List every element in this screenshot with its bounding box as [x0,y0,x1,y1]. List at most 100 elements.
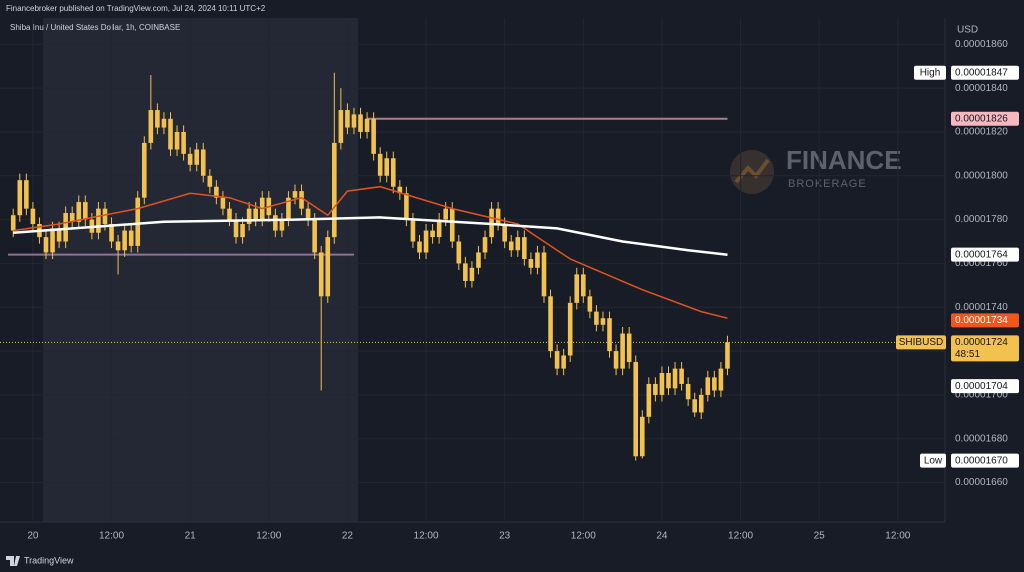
candle-body [548,296,553,352]
candle-body [535,252,540,268]
price-countdown: 48:51 [955,349,980,360]
candle-body [10,215,16,231]
candle-body [476,252,481,268]
price-tag: Low [924,455,943,466]
y-tick-label: 0.00001760 [955,258,1008,269]
candle-body [50,228,55,253]
candle-body [698,394,704,413]
candle-body [279,219,285,231]
y-tick-label: 0.00001840 [955,83,1008,94]
candle-body [541,252,547,297]
candle-body [17,180,23,216]
y-tick-label: 0.00001800 [955,170,1008,181]
candle-body [725,342,730,369]
price-label: 0.00001724 [955,337,1008,348]
y-tick-label: 0.00001700 [955,390,1008,401]
price-tag: SHIBUSD [899,337,943,348]
candle-body [76,202,82,222]
candle-body [607,318,612,352]
candle-body [449,208,455,242]
candle-body [253,208,258,220]
candle-body [233,219,239,238]
price-label: 0.00001826 [955,113,1008,124]
candle-body [613,351,619,369]
moving-average [13,216,728,256]
candle-body [174,131,180,150]
candle-body [620,333,625,369]
session-highlight [43,18,358,522]
candle-body [659,372,665,395]
candle-body [384,158,390,176]
x-tick-label: 21 [185,531,197,542]
price-label-box [951,379,1019,394]
footer-brand: TradingView [24,555,74,565]
x-tick-label: 23 [499,531,511,542]
watermark-name: FINANCE [786,145,902,175]
candle-body [207,175,213,187]
price-tag-box [914,65,946,80]
footer: TradingView [6,555,74,566]
candle-body [56,228,62,242]
candle-body [672,368,678,389]
candle-body [351,114,357,128]
price-label-box [951,335,1019,362]
candle-body [214,186,219,198]
candle-body [463,263,468,281]
x-tick-label: 12:00 [885,531,910,542]
candle-body [63,213,68,242]
tv-logo [6,556,20,566]
price-label-box [951,453,1019,468]
candle-body [666,372,671,389]
candle-body [430,230,435,238]
candle-body [508,241,514,251]
candle-body [292,191,298,198]
candle-body [561,355,566,369]
candle-body [122,230,127,251]
candle-body [653,383,658,395]
candle-body [502,223,507,242]
price-label-box [951,313,1019,328]
candle-body [220,197,226,209]
candle-body [692,399,697,413]
candle-body [626,333,632,363]
candle-body [332,142,337,238]
candle-body [718,368,724,391]
candle-body [646,383,652,417]
candle-body [161,118,167,128]
candle-body [43,237,49,253]
candle-body [305,208,311,220]
candle-body [227,208,232,220]
candle-body [115,241,121,251]
candle-body [273,215,278,231]
price-label-box [951,65,1019,80]
candle-body [495,208,501,224]
candle-body [358,114,363,132]
candle-body [148,110,154,143]
candle-body [404,193,409,220]
candle-body [187,153,193,165]
candle-body [102,208,108,224]
candle-body [712,377,717,391]
watermark-sub: BROKERAGE [788,178,867,190]
candle-body [410,219,416,242]
candle-body [482,237,488,253]
candle-body [240,223,245,238]
price-label: 0.00001734 [955,315,1008,326]
candle-body [639,416,645,457]
candle-body [390,158,396,187]
candle-body [685,383,691,400]
candle-body [299,191,304,209]
y-tick-label: 0.00001780 [955,214,1008,225]
candle-body [325,237,331,297]
candle-body [469,267,475,281]
candle-body [443,208,449,220]
candle-body [679,368,684,384]
candle-body [633,362,639,457]
candle-body [423,230,429,253]
candle-body [371,118,376,154]
candle-body [96,208,101,233]
x-tick-label: 20 [27,531,39,542]
candle-body [594,311,599,325]
